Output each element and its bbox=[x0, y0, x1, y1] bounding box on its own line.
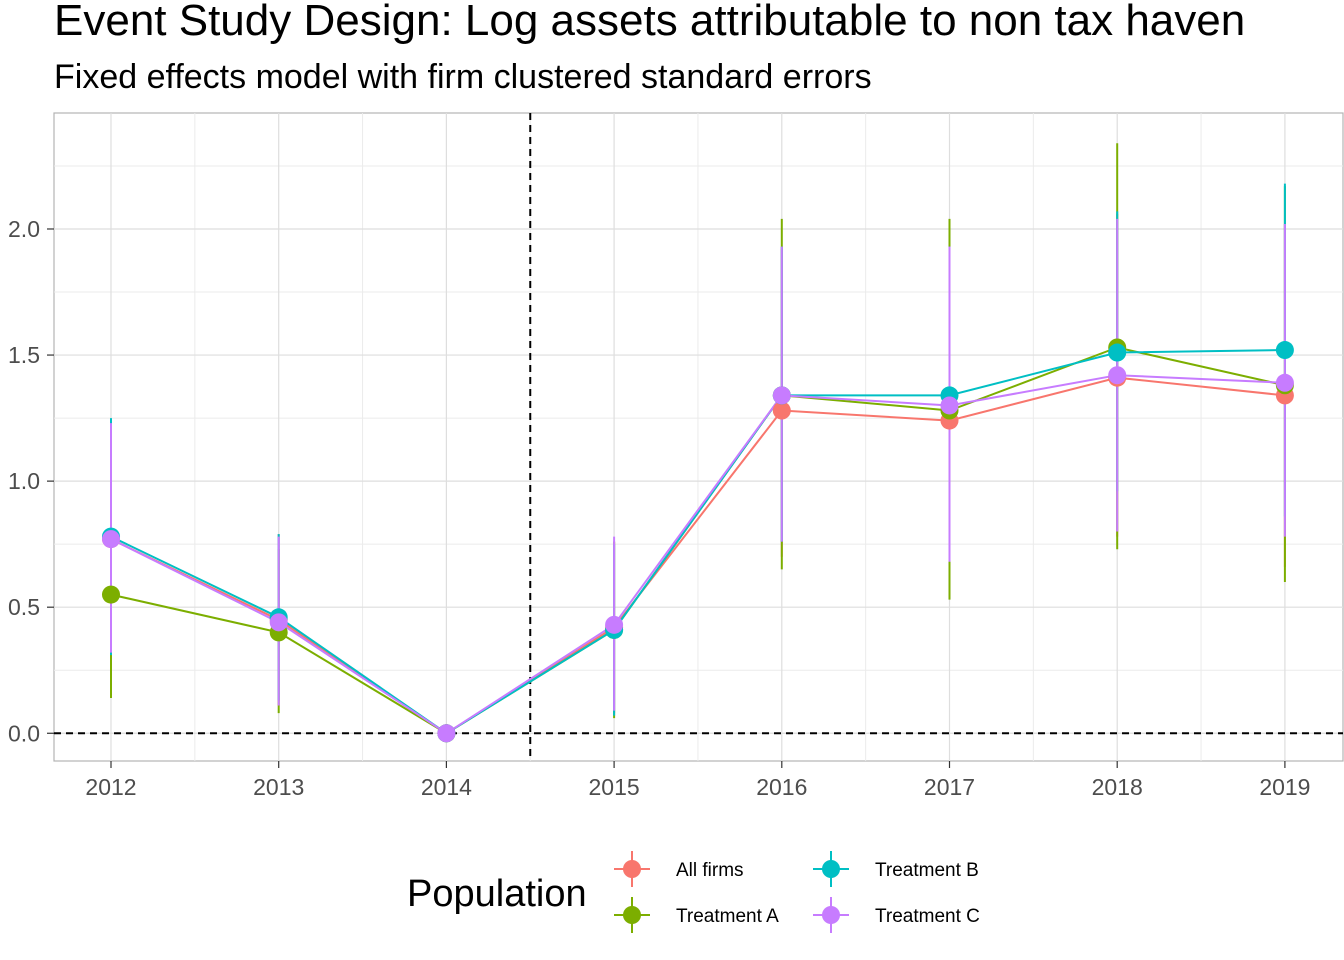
x-tick-label: 2016 bbox=[756, 774, 807, 800]
point-treatment-c bbox=[940, 396, 959, 415]
y-tick-label: 2.0 bbox=[8, 216, 40, 242]
y-axis-ticks: 0.0 0.5 1.0 1.5 2.0 bbox=[8, 216, 54, 746]
x-tick-label: 2018 bbox=[1092, 774, 1143, 800]
x-axis-ticks: 2012 2013 2014 2015 2016 2017 2018 2019 bbox=[85, 761, 1310, 800]
legend: Population All firms Treatment A Treatment… bbox=[407, 851, 980, 933]
reference-lines bbox=[54, 113, 1343, 761]
y-tick-label: 1.0 bbox=[8, 468, 40, 494]
y-tick-label: 0.5 bbox=[8, 594, 40, 620]
point-treatment-b bbox=[1275, 341, 1294, 360]
series-line-treatment-b bbox=[110, 349, 1285, 735]
point-treatment-c bbox=[605, 615, 624, 634]
data-points bbox=[102, 338, 1294, 743]
chart-title: Event Study Design: Log assets attributa… bbox=[54, 0, 1246, 45]
point-treatment-c bbox=[269, 613, 288, 632]
legend-keys: All firms Treatment A Treatment B Treatment… bbox=[614, 851, 980, 933]
point-treatment-c bbox=[1108, 366, 1127, 385]
series-lines bbox=[110, 346, 1286, 735]
legend-label-treatment-c: Treatment C bbox=[875, 906, 980, 927]
y-tick-label: 0.0 bbox=[8, 720, 40, 746]
legend-key-point-all-firms bbox=[623, 860, 641, 878]
legend-key-point-treatment-a bbox=[623, 906, 641, 924]
legend-label-treatment-a: Treatment A bbox=[676, 906, 779, 927]
x-tick-label: 2013 bbox=[253, 774, 304, 800]
point-treatment-c bbox=[1275, 373, 1294, 392]
point-treatment-b bbox=[1108, 343, 1127, 362]
legend-title: Population bbox=[407, 873, 587, 915]
point-all-firms bbox=[772, 401, 791, 420]
legend-key-point-treatment-c bbox=[822, 906, 840, 924]
legend-key-point-treatment-b bbox=[822, 860, 840, 878]
legend-label-treatment-b: Treatment B bbox=[875, 860, 979, 881]
point-treatment-c bbox=[437, 724, 456, 743]
x-tick-label: 2015 bbox=[589, 774, 640, 800]
x-tick-label: 2017 bbox=[924, 774, 975, 800]
series-line-all-firms bbox=[110, 376, 1286, 735]
point-treatment-a bbox=[102, 585, 120, 604]
y-tick-label: 1.5 bbox=[8, 342, 40, 368]
series-line-treatment-c bbox=[110, 374, 1285, 735]
point-treatment-c bbox=[102, 530, 120, 549]
x-tick-label: 2012 bbox=[85, 774, 136, 800]
x-tick-label: 2019 bbox=[1259, 774, 1310, 800]
plot-panel bbox=[53, 112, 1344, 762]
x-tick-label: 2014 bbox=[421, 774, 472, 800]
legend-label-all-firms: All firms bbox=[676, 860, 744, 881]
point-treatment-c bbox=[772, 386, 791, 405]
chart-subtitle: Fixed effects model with firm clustered … bbox=[54, 58, 872, 96]
